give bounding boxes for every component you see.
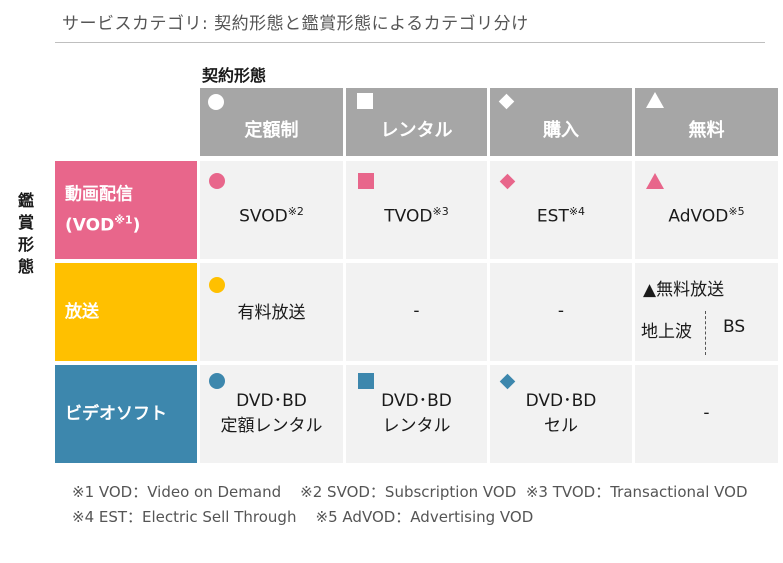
cell-label: SVOD※2: [200, 199, 343, 230]
viewing-axis-char: 態: [17, 257, 34, 276]
column-header-label: 購入: [543, 120, 579, 141]
cell-line: DVD･BD: [525, 391, 597, 411]
cell-line: DVD･BD: [381, 391, 452, 411]
row-header-video-software: ビデオソフト: [55, 365, 197, 463]
service-name: TVOD: [384, 206, 433, 227]
blue-circle-icon: [209, 373, 225, 389]
contract-axis-label: 契約形態: [202, 66, 267, 85]
row-header-sublabel-end: ): [132, 215, 141, 236]
footnotes: ※1 VOD：Video on Demand ※2 SVOD：Subscript…: [72, 480, 772, 530]
cell-label: 有料放送: [237, 303, 306, 323]
viewing-axis-char: 形: [17, 235, 34, 254]
white-diamond-icon: [498, 93, 515, 110]
white-circle-icon: [208, 94, 224, 110]
cell-video-free: -: [635, 365, 778, 463]
cell-broadcast-free: ▲無料放送 地上波 BS: [635, 263, 778, 361]
cell-line: レンタル: [382, 416, 451, 436]
footnote-ref: ※2: [287, 205, 304, 218]
bs-label: BS: [723, 317, 746, 337]
cell-label: -: [413, 301, 420, 321]
white-triangle-icon: [646, 92, 664, 108]
footnote: ※4 EST：Electric Sell Through: [72, 508, 297, 526]
pink-triangle-icon: [646, 173, 664, 189]
footnote: ※3 TVOD：Transactional VOD: [525, 483, 748, 501]
pink-square-icon: [358, 173, 374, 189]
column-header-subscription: 定額制: [200, 88, 343, 156]
cell-label: -: [557, 301, 565, 321]
viewing-axis-label: 鑑 賞 形 態: [15, 190, 37, 278]
footnote-ref: ※1: [114, 213, 133, 227]
page-title: サービスカテゴリ: 契約形態と鑑賞形態によるカテゴリ分け: [62, 14, 529, 34]
cell-broadcast-rental: -: [346, 263, 487, 361]
divider-dashed: [705, 311, 706, 355]
service-name: EST: [536, 206, 569, 227]
terrestrial-label: 地上波: [641, 322, 692, 342]
cell-vod-advod: AdVOD※5: [635, 161, 778, 259]
cell-vod-svod: SVOD※2: [200, 161, 343, 259]
column-header-label: 定額制: [244, 120, 299, 141]
column-header-label: レンタル: [380, 120, 453, 141]
cell-label: -: [703, 403, 710, 423]
blue-square-icon: [358, 373, 374, 389]
viewing-axis-char: 賞: [17, 213, 34, 232]
viewing-axis-char: 鑑: [17, 191, 34, 210]
row-header-text: ビデオソフト: [65, 401, 167, 427]
row-header-label: 放送: [65, 302, 99, 322]
footnote-ref: ※3: [432, 205, 449, 218]
cell-video-purchase: DVD･BD セル: [490, 365, 632, 463]
row-header-vod: 動画配信 (VOD※1): [55, 161, 197, 259]
cell-label: AdVOD※5: [635, 199, 778, 230]
footnote: ※5 AdVOD：Advertising VOD: [315, 508, 534, 526]
cell-label: EST※4: [490, 199, 632, 230]
row-header-broadcast: 放送: [55, 263, 197, 361]
cell-line: 定額レンタル: [220, 416, 323, 436]
blue-diamond-icon: [499, 373, 516, 390]
row-header-sublabel-main: (VOD: [65, 215, 115, 236]
cell-broadcast-purchase: -: [490, 263, 632, 361]
title-divider: [55, 42, 765, 43]
cell-line: DVD･BD: [236, 391, 307, 411]
pink-circle-icon: [209, 173, 225, 189]
row-header-text: 動画配信 (VOD※1): [65, 182, 140, 239]
column-header-free: 無料: [635, 88, 778, 156]
white-square-icon: [357, 93, 373, 109]
row-header-label: ビデオソフト: [65, 404, 167, 424]
cell-video-rental: DVD･BD レンタル: [346, 365, 487, 463]
service-name: AdVOD: [668, 206, 729, 227]
footnote: ※1 VOD：Video on Demand: [72, 483, 282, 501]
row-header-sublabel: (VOD※1): [65, 208, 140, 239]
cell-label: DVD･BD 定額レンタル: [200, 389, 343, 439]
column-header-purchase: 購入: [490, 88, 632, 156]
cell-vod-tvod: TVOD※3: [346, 161, 487, 259]
column-header-label: 無料: [688, 120, 725, 141]
cell-label: DVD･BD セル: [490, 389, 632, 439]
column-header-rental: レンタル: [346, 88, 487, 156]
cell-broadcast-paid: 有料放送: [200, 263, 343, 361]
cell-label: DVD･BD レンタル: [346, 389, 487, 439]
pink-diamond-icon: [499, 173, 516, 190]
cell-vod-est: EST※4: [490, 161, 632, 259]
footnote-ref: ※4: [568, 205, 586, 218]
cell-label: TVOD※3: [346, 199, 487, 230]
yellow-circle-icon: [209, 277, 225, 293]
row-header-label: 動画配信: [65, 184, 133, 205]
cell-video-subscription: DVD･BD 定額レンタル: [200, 365, 343, 463]
cell-line: セル: [544, 416, 578, 436]
footnote-ref: ※5: [728, 205, 745, 218]
free-broadcast-title: ▲無料放送: [643, 280, 725, 300]
footnote: ※2 SVOD：Subscription VOD: [300, 483, 517, 501]
service-name: SVOD: [239, 206, 288, 227]
row-header-text: 放送: [65, 299, 99, 325]
